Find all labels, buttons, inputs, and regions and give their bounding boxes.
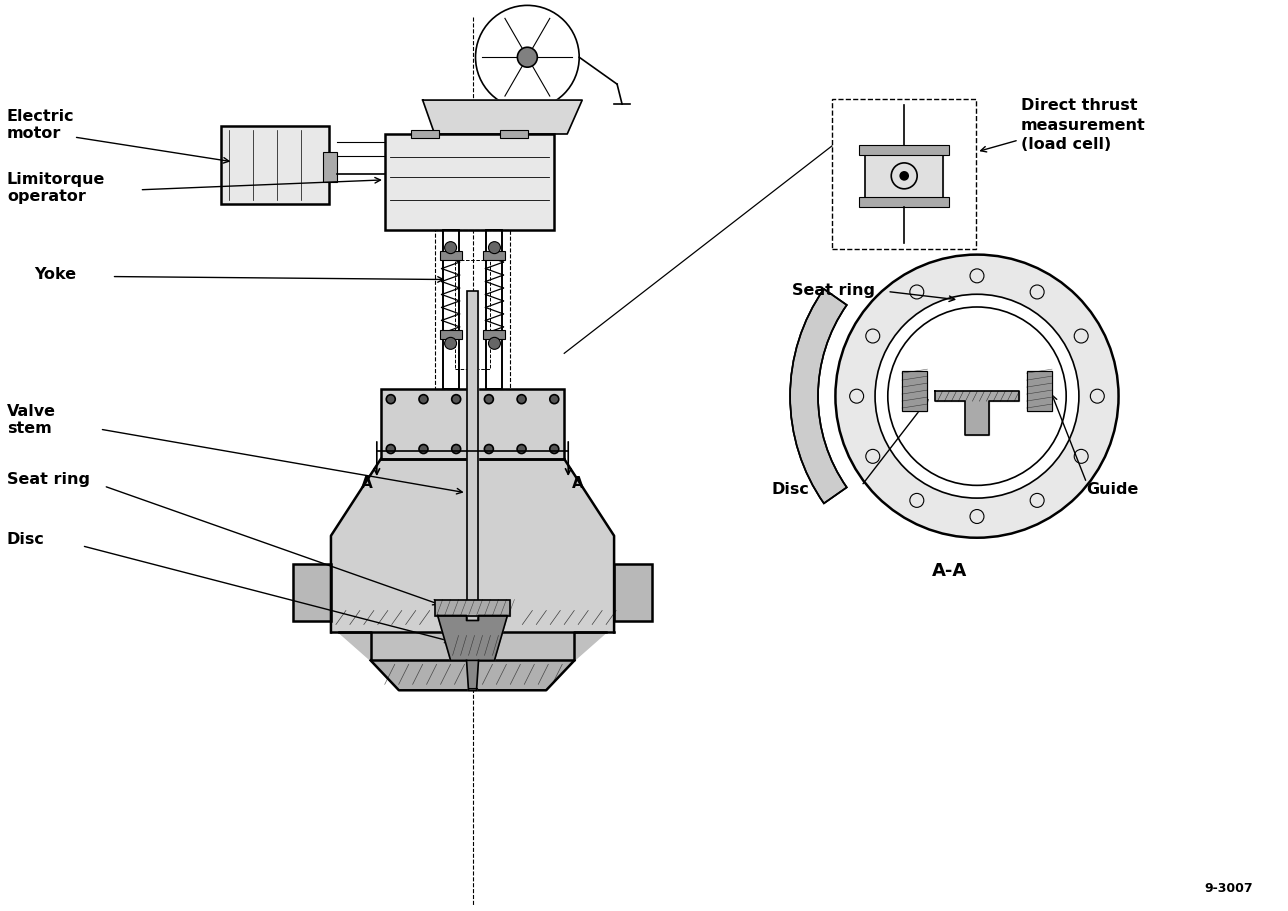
Circle shape: [419, 395, 428, 404]
Polygon shape: [902, 372, 927, 412]
Circle shape: [386, 395, 395, 404]
Bar: [439, 251, 461, 261]
Text: Direct thrust
measurement
(load cell): Direct thrust measurement (load cell): [1021, 97, 1145, 152]
Text: Disc: Disc: [772, 482, 809, 496]
Bar: [381, 390, 564, 459]
Circle shape: [484, 445, 493, 454]
Circle shape: [516, 445, 526, 454]
Polygon shape: [331, 459, 614, 633]
Polygon shape: [614, 564, 652, 622]
Text: 9-3007: 9-3007: [1204, 881, 1253, 895]
Bar: [902, 372, 927, 412]
Bar: [222, 127, 328, 205]
Polygon shape: [381, 390, 564, 459]
Bar: [483, 251, 505, 261]
Polygon shape: [468, 292, 478, 626]
Text: Guide: Guide: [1087, 482, 1139, 496]
Bar: [443, 230, 459, 390]
Text: Limitorque
operator: Limitorque operator: [6, 171, 106, 204]
Bar: [434, 230, 510, 390]
Wedge shape: [790, 290, 846, 504]
Bar: [434, 600, 510, 616]
Circle shape: [550, 395, 559, 404]
Bar: [411, 131, 439, 138]
Text: A: A: [361, 476, 372, 491]
Bar: [614, 564, 652, 622]
Polygon shape: [466, 660, 479, 691]
Text: Electric
motor: Electric motor: [6, 108, 75, 141]
Bar: [323, 153, 337, 182]
Bar: [385, 135, 554, 230]
Text: A: A: [572, 476, 583, 491]
Bar: [832, 100, 976, 250]
Text: Valve
stem: Valve stem: [6, 404, 55, 435]
Polygon shape: [339, 633, 607, 660]
Bar: [859, 198, 949, 208]
Bar: [439, 331, 461, 340]
Bar: [501, 131, 528, 138]
Text: Yoke: Yoke: [33, 267, 76, 281]
Bar: [443, 230, 459, 390]
Circle shape: [444, 242, 456, 254]
Bar: [468, 292, 478, 626]
Polygon shape: [1027, 372, 1052, 412]
Wedge shape: [790, 290, 846, 504]
Text: Seat ring: Seat ring: [6, 472, 90, 486]
Text: Disc: Disc: [6, 532, 45, 547]
Circle shape: [550, 445, 559, 454]
Polygon shape: [371, 660, 574, 691]
Bar: [866, 150, 943, 202]
Bar: [294, 564, 331, 622]
Circle shape: [484, 395, 493, 404]
Circle shape: [488, 242, 501, 254]
Circle shape: [452, 395, 461, 404]
Bar: [455, 261, 491, 370]
Circle shape: [516, 395, 526, 404]
Circle shape: [488, 338, 501, 350]
Text: A-A: A-A: [931, 561, 967, 579]
Circle shape: [518, 48, 537, 68]
Bar: [487, 230, 502, 390]
Circle shape: [386, 445, 395, 454]
Circle shape: [419, 445, 428, 454]
Text: Seat ring: Seat ring: [792, 282, 875, 298]
Polygon shape: [935, 392, 1020, 435]
Bar: [483, 331, 505, 340]
Polygon shape: [422, 101, 582, 135]
Polygon shape: [434, 600, 510, 616]
Bar: [859, 146, 949, 156]
Circle shape: [452, 445, 461, 454]
Polygon shape: [438, 616, 507, 660]
Polygon shape: [294, 564, 331, 622]
Polygon shape: [222, 127, 328, 205]
Bar: [487, 230, 502, 390]
Bar: [1027, 372, 1052, 412]
Polygon shape: [866, 150, 943, 202]
Circle shape: [444, 338, 456, 350]
Circle shape: [900, 173, 908, 180]
Polygon shape: [385, 135, 554, 230]
